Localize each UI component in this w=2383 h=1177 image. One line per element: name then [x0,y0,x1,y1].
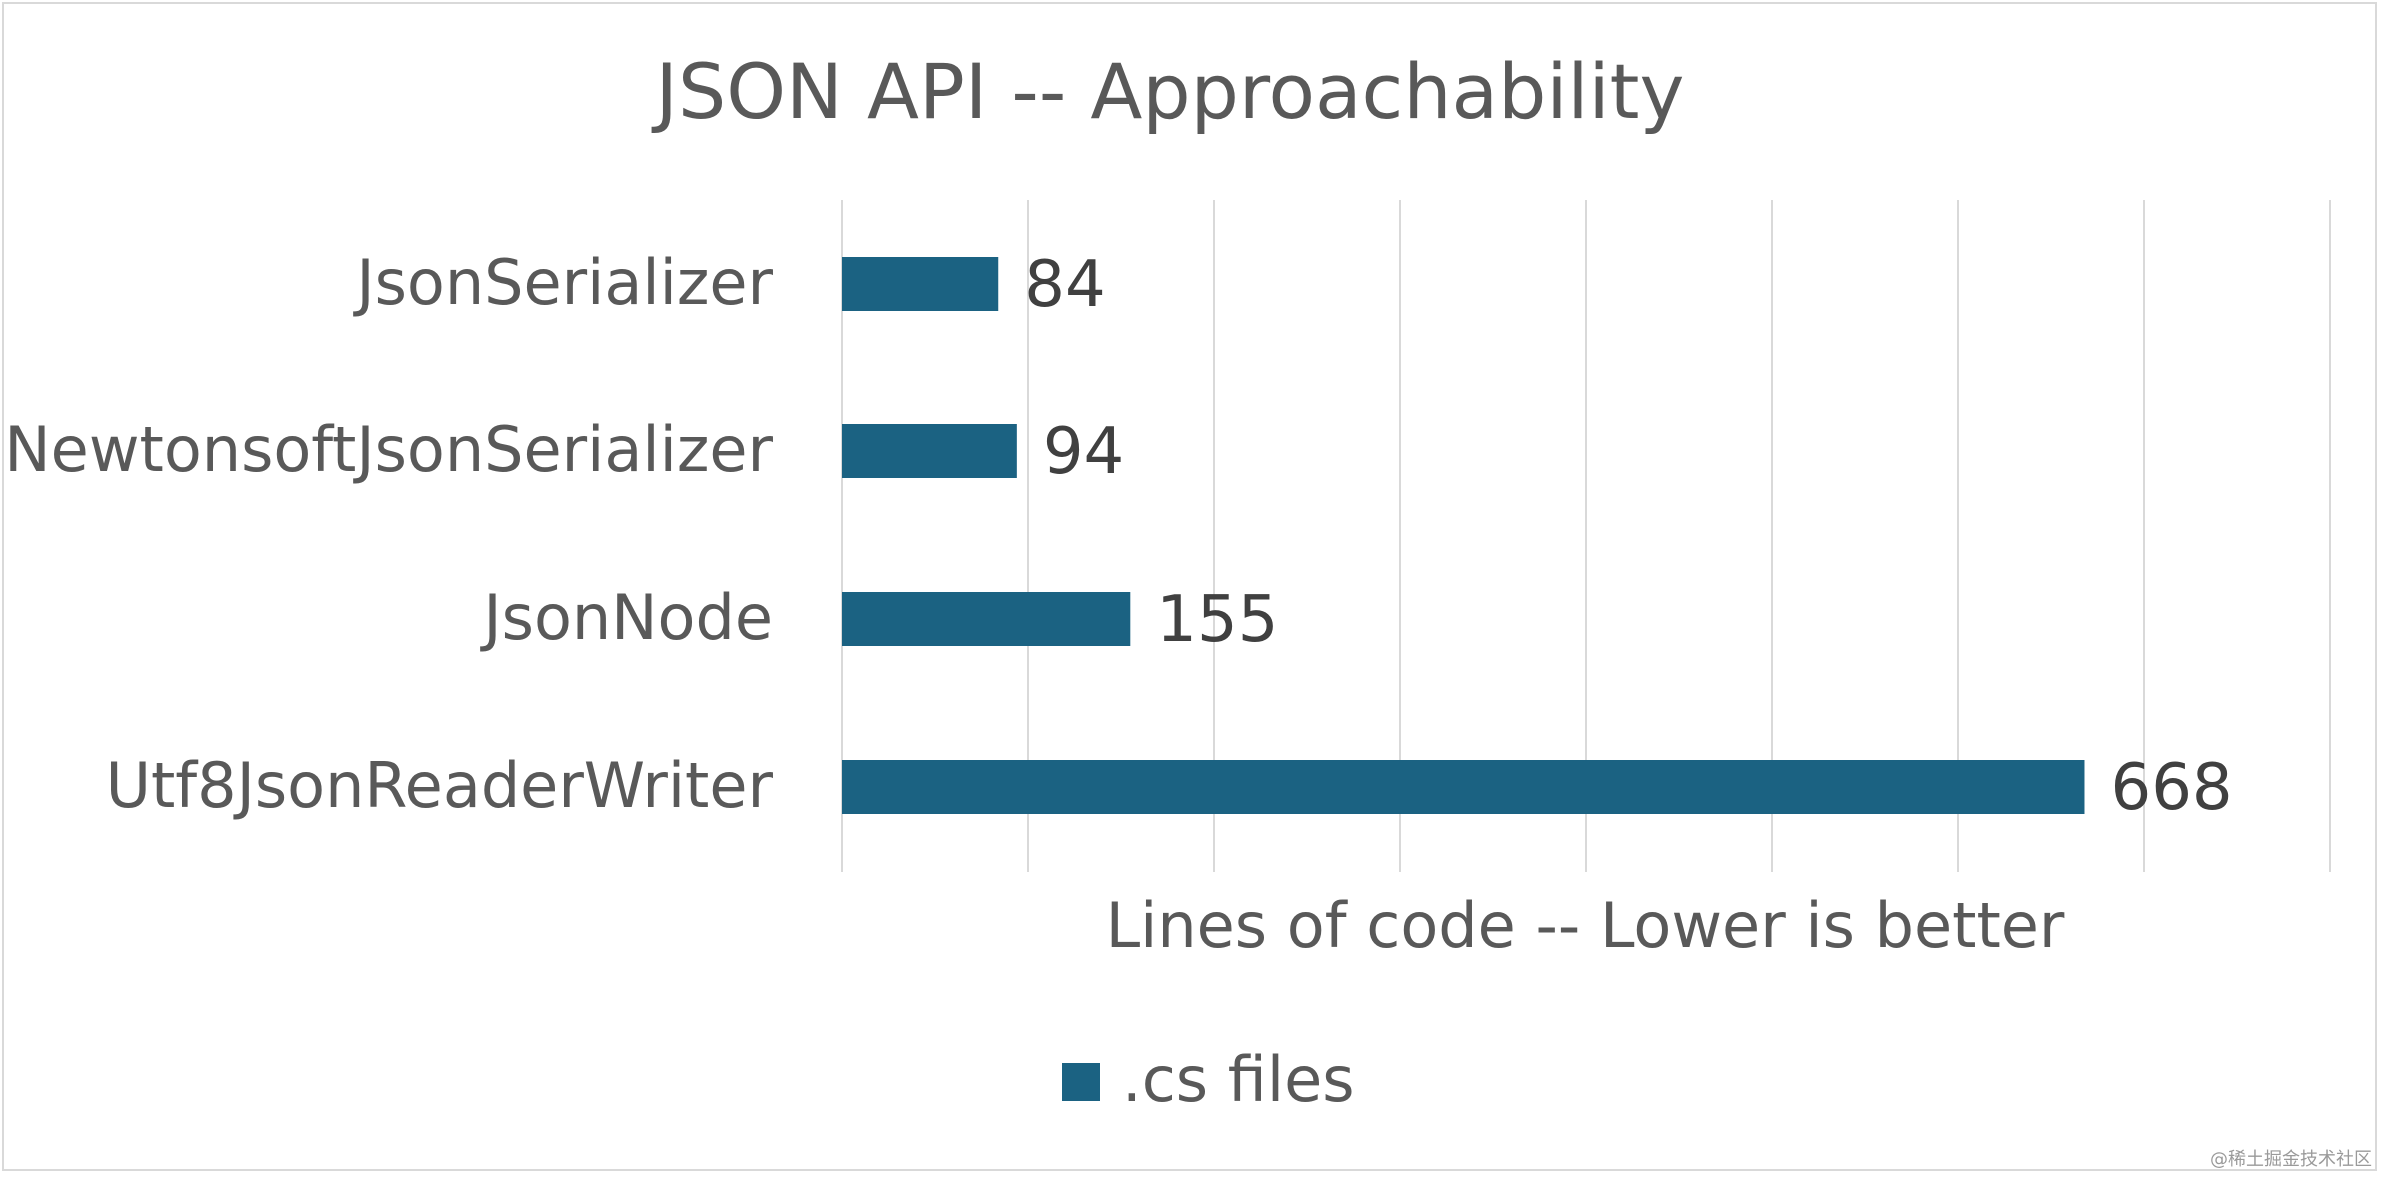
category-label: Utf8JsonReaderWriter [106,749,774,822]
bar-NewtonsoftJsonSerializer [842,424,1017,478]
legend-swatch [1062,1063,1100,1101]
category-label: NewtonsoftJsonSerializer [4,413,773,486]
data-label: 84 [1024,248,1105,322]
chart-title: JSON API -- Approachability [652,47,1685,136]
watermark: @稀土掘金技术社区 [2210,1149,2372,1170]
bar-JsonSerializer [842,257,999,311]
category-label: JsonSerializer [352,246,773,319]
bar-Utf8JsonReaderWriter [842,760,2085,814]
data-label: 668 [2110,751,2232,825]
category-label: JsonNode [479,581,773,654]
bars [842,257,2085,814]
data-label: 155 [1156,583,1278,657]
labels: JsonSerializer 84 NewtonsoftJsonSerializer… [4,246,2232,825]
data-label: 94 [1043,415,1124,489]
x-axis-title: Lines of code -- Lower is better [1106,889,2065,962]
legend-label: .cs files [1122,1043,1355,1116]
bar-JsonNode [842,592,1131,646]
legend: .cs files [1062,1043,1355,1116]
